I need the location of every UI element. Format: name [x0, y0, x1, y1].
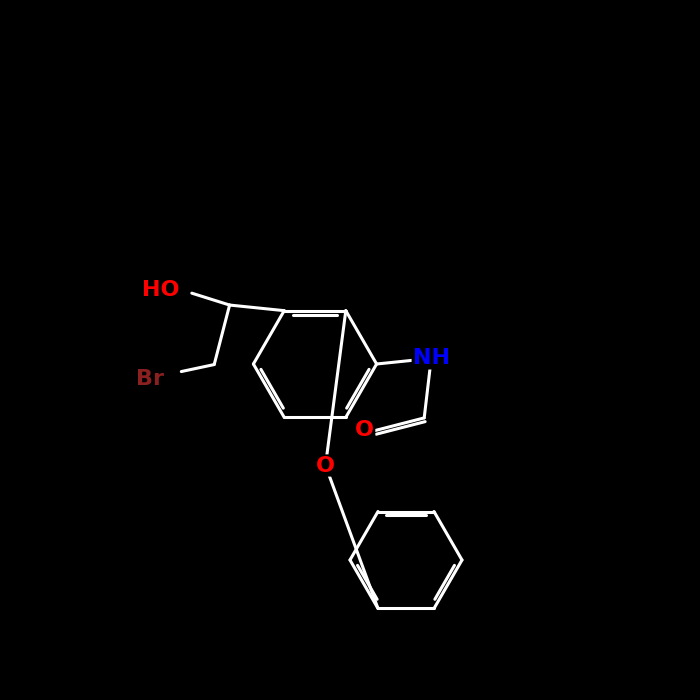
Text: O: O — [316, 456, 335, 475]
Text: NH: NH — [413, 349, 449, 368]
Text: HO: HO — [141, 280, 179, 300]
Text: O: O — [355, 421, 374, 440]
Text: Br: Br — [136, 369, 164, 389]
